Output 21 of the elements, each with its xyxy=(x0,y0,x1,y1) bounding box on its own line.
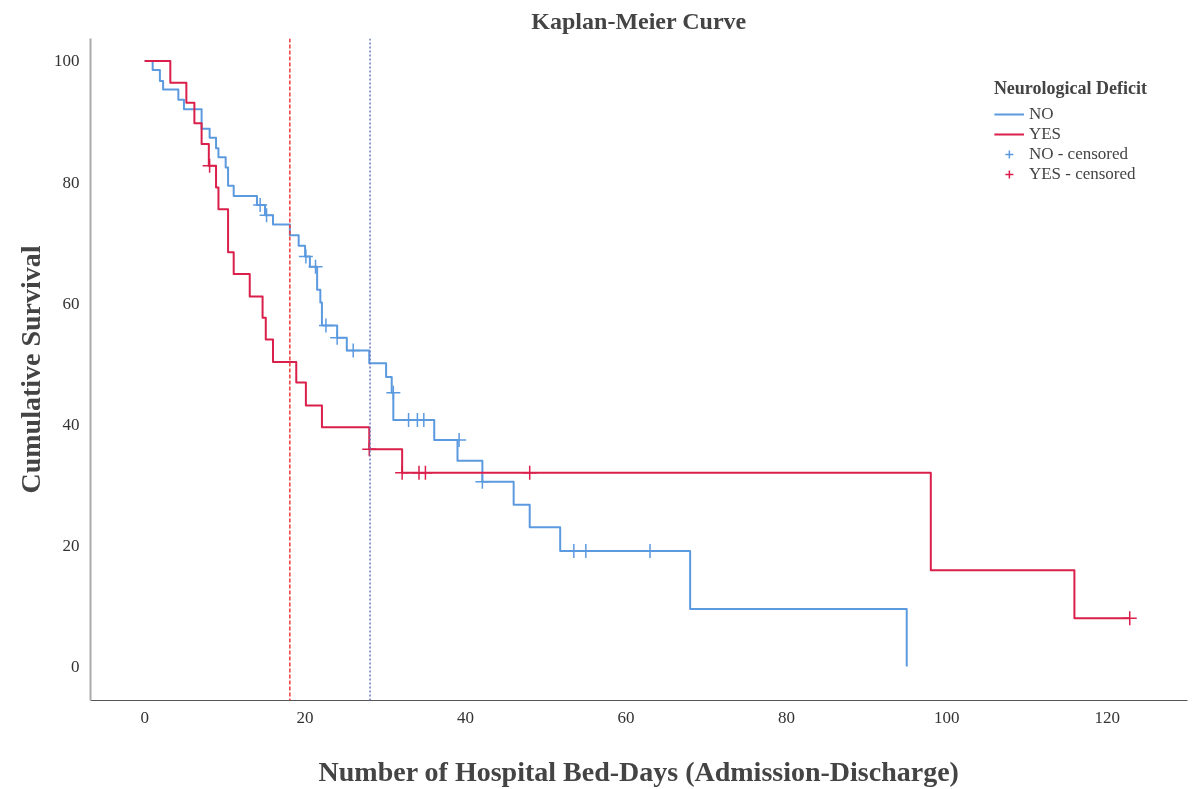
legend-label: YES - censored xyxy=(1028,164,1136,184)
chart-title: Kaplan-Meier Curve xyxy=(531,7,747,34)
x-tick-label: 60 xyxy=(617,707,635,727)
x-tick-label: 40 xyxy=(457,707,475,727)
x-tick-label: 100 xyxy=(934,707,960,727)
y-tick-label: 100 xyxy=(54,51,80,71)
x-tick-label: 20 xyxy=(296,707,314,727)
legend-label: NO xyxy=(1028,104,1054,124)
x-axis-title: Number of Hospital Bed-Days (Admission-Discharge) xyxy=(318,755,959,787)
y-tick-label: 0 xyxy=(71,657,80,677)
x-tick-label: 80 xyxy=(777,707,795,727)
y-tick-label: 60 xyxy=(62,293,80,313)
y-axis-title: Cumulative Survival xyxy=(15,245,46,494)
y-tick-label: 80 xyxy=(62,172,80,192)
x-tick-label: 0 xyxy=(140,707,149,727)
y-tick-label: 20 xyxy=(62,535,80,555)
legend-label: YES xyxy=(1028,124,1061,144)
legend-label: NO - censored xyxy=(1028,144,1129,164)
y-tick-label: 40 xyxy=(62,414,80,434)
legend-title: Neurological Deficit xyxy=(993,78,1147,99)
x-tick-label: 120 xyxy=(1094,707,1121,727)
